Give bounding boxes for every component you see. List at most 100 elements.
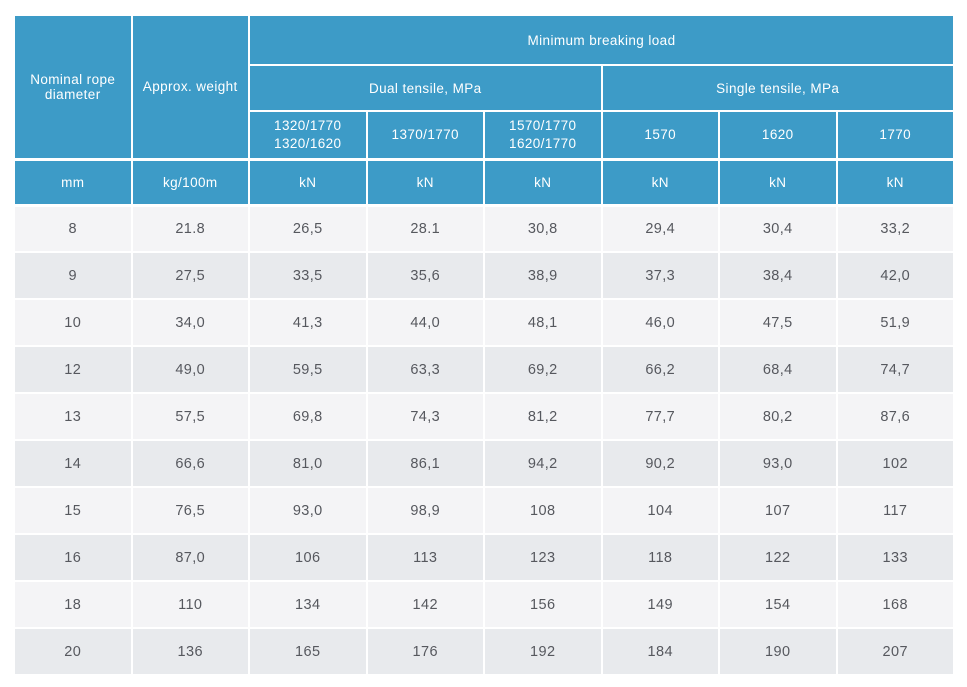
cell-breaking-load: 74,3 [365,392,485,441]
cell-diameter: 15 [13,486,133,535]
cell-breaking-load: 38,4 [718,251,838,300]
cell-weight: 110 [130,580,250,629]
header-approx-weight: Approx. weight [130,14,250,160]
cell-breaking-load: 108 [483,486,603,535]
unit-kn-6: kN [835,157,955,206]
cell-breaking-load: 80,2 [718,392,838,441]
cell-breaking-load: 93,0 [718,439,838,488]
cell-breaking-load: 30,4 [718,203,838,253]
cell-breaking-load: 184 [600,627,720,676]
cell-breaking-load: 98,9 [365,486,485,535]
cell-breaking-load: 29,4 [600,203,720,253]
cell-breaking-load: 107 [718,486,838,535]
cell-weight: 57,5 [130,392,250,441]
cell-breaking-load: 37,3 [600,251,720,300]
header-row-top: Nominal rope diameter Approx. weight Min… [13,14,955,160]
cell-breaking-load: 168 [835,580,955,629]
cell-weight: 49,0 [130,345,250,394]
cell-breaking-load: 33,2 [835,203,955,253]
cell-breaking-load: 41,3 [248,298,368,347]
rope-spec-table: Nominal rope diameter Approx. weight Min… [13,14,955,676]
cell-diameter: 18 [13,580,133,629]
cell-diameter: 13 [13,392,133,441]
cell-breaking-load: 38,9 [483,251,603,300]
cell-breaking-load: 28.1 [365,203,485,253]
cell-breaking-load: 47,5 [718,298,838,347]
cell-weight: 66,6 [130,439,250,488]
cell-breaking-load: 113 [365,533,485,582]
cell-breaking-load: 46,0 [600,298,720,347]
cell-breaking-load: 207 [835,627,955,676]
cell-breaking-load: 42,0 [835,251,955,300]
header-row-units: mm kg/100m kN kN kN kN kN kN [13,157,955,206]
header-row-grades: 1320/1770 1320/1620 1370/1770 1570/1770 … [14,110,955,160]
cell-breaking-load: 77,7 [600,392,720,441]
cell-weight: 27,5 [130,251,250,300]
cell-breaking-load: 94,2 [483,439,603,488]
cell-weight: 21.8 [130,203,250,253]
cell-diameter: 12 [13,345,133,394]
cell-breaking-load: 33,5 [248,251,368,300]
cell-breaking-load: 122 [718,533,838,582]
cell-diameter: 10 [13,298,133,347]
cell-breaking-load: 48,1 [483,298,603,347]
cell-breaking-load: 106 [248,533,368,582]
cell-breaking-load: 63,3 [365,345,485,394]
header-grade-6: 1770 [835,110,955,160]
cell-breaking-load: 26,5 [248,203,368,253]
cell-breaking-load: 35,6 [365,251,485,300]
header-grade-3: 1570/1770 1620/1770 [483,110,603,160]
table-row: 16 87,0 106 113 123 118 122 133 [13,533,955,582]
cell-breaking-load: 133 [835,533,955,582]
cell-diameter: 9 [13,251,133,300]
cell-breaking-load: 117 [835,486,955,535]
table-row: 10 34,0 41,3 44,0 48,1 46,0 47,5 51,9 [13,298,955,347]
header-grade-1: 1320/1770 1320/1620 [248,110,368,160]
cell-diameter: 20 [13,627,133,676]
cell-breaking-load: 30,8 [483,203,603,253]
cell-diameter: 16 [13,533,133,582]
table-body: 8 21.8 26,5 28.1 30,8 29,4 30,4 33,2 9 27,5 33,5 35… [13,203,955,676]
cell-breaking-load: 86,1 [365,439,485,488]
cell-weight: 136 [130,627,250,676]
cell-breaking-load: 192 [483,627,603,676]
cell-breaking-load: 66,2 [600,345,720,394]
cell-breaking-load: 118 [600,533,720,582]
header-minimum-breaking-load: Minimum breaking load [248,14,955,66]
unit-kn-5: kN [718,157,838,206]
cell-breaking-load: 74,7 [835,345,955,394]
cell-breaking-load: 93,0 [248,486,368,535]
table-row: 12 49,0 59,5 63,3 69,2 66,2 68,4 74,7 [13,345,955,394]
cell-breaking-load: 142 [365,580,485,629]
cell-breaking-load: 90,2 [600,439,720,488]
header-grade-4: 1570 [600,110,720,160]
table-row: 8 21.8 26,5 28.1 30,8 29,4 30,4 33,2 [13,203,955,253]
cell-breaking-load: 69,8 [248,392,368,441]
cell-breaking-load: 59,5 [248,345,368,394]
table-row: 9 27,5 33,5 35,6 38,9 37,3 38,4 42,0 [13,251,955,300]
cell-breaking-load: 104 [600,486,720,535]
cell-breaking-load: 154 [718,580,838,629]
unit-kg-100m: kg/100m [130,157,250,206]
table-row: 18 110 134 142 156 149 154 168 [13,580,955,629]
cell-diameter: 14 [13,439,133,488]
table-row: 20 136 165 176 192 184 190 207 [13,627,955,676]
cell-breaking-load: 68,4 [718,345,838,394]
header-nominal-rope-diameter: Nominal rope diameter [13,14,133,160]
table-row: 13 57,5 69,8 74,3 81,2 77,7 80,2 87,6 [13,392,955,441]
cell-weight: 76,5 [130,486,250,535]
cell-breaking-load: 123 [483,533,603,582]
cell-breaking-load: 81,0 [248,439,368,488]
table-row: 14 66,6 81,0 86,1 94,2 90,2 93,0 102 [13,439,955,488]
cell-breaking-load: 44,0 [365,298,485,347]
header-row-tensile: Dual tensile, MPa Single tensile, MPa [14,64,955,112]
cell-weight: 34,0 [130,298,250,347]
unit-kn-3: kN [483,157,603,206]
unit-kn-2: kN [365,157,485,206]
cell-breaking-load: 87,6 [835,392,955,441]
cell-breaking-load: 69,2 [483,345,603,394]
header-single-tensile: Single tensile, MPa [600,64,955,112]
table-header: Nominal rope diameter Approx. weight Min… [13,14,955,206]
cell-diameter: 8 [13,203,133,253]
